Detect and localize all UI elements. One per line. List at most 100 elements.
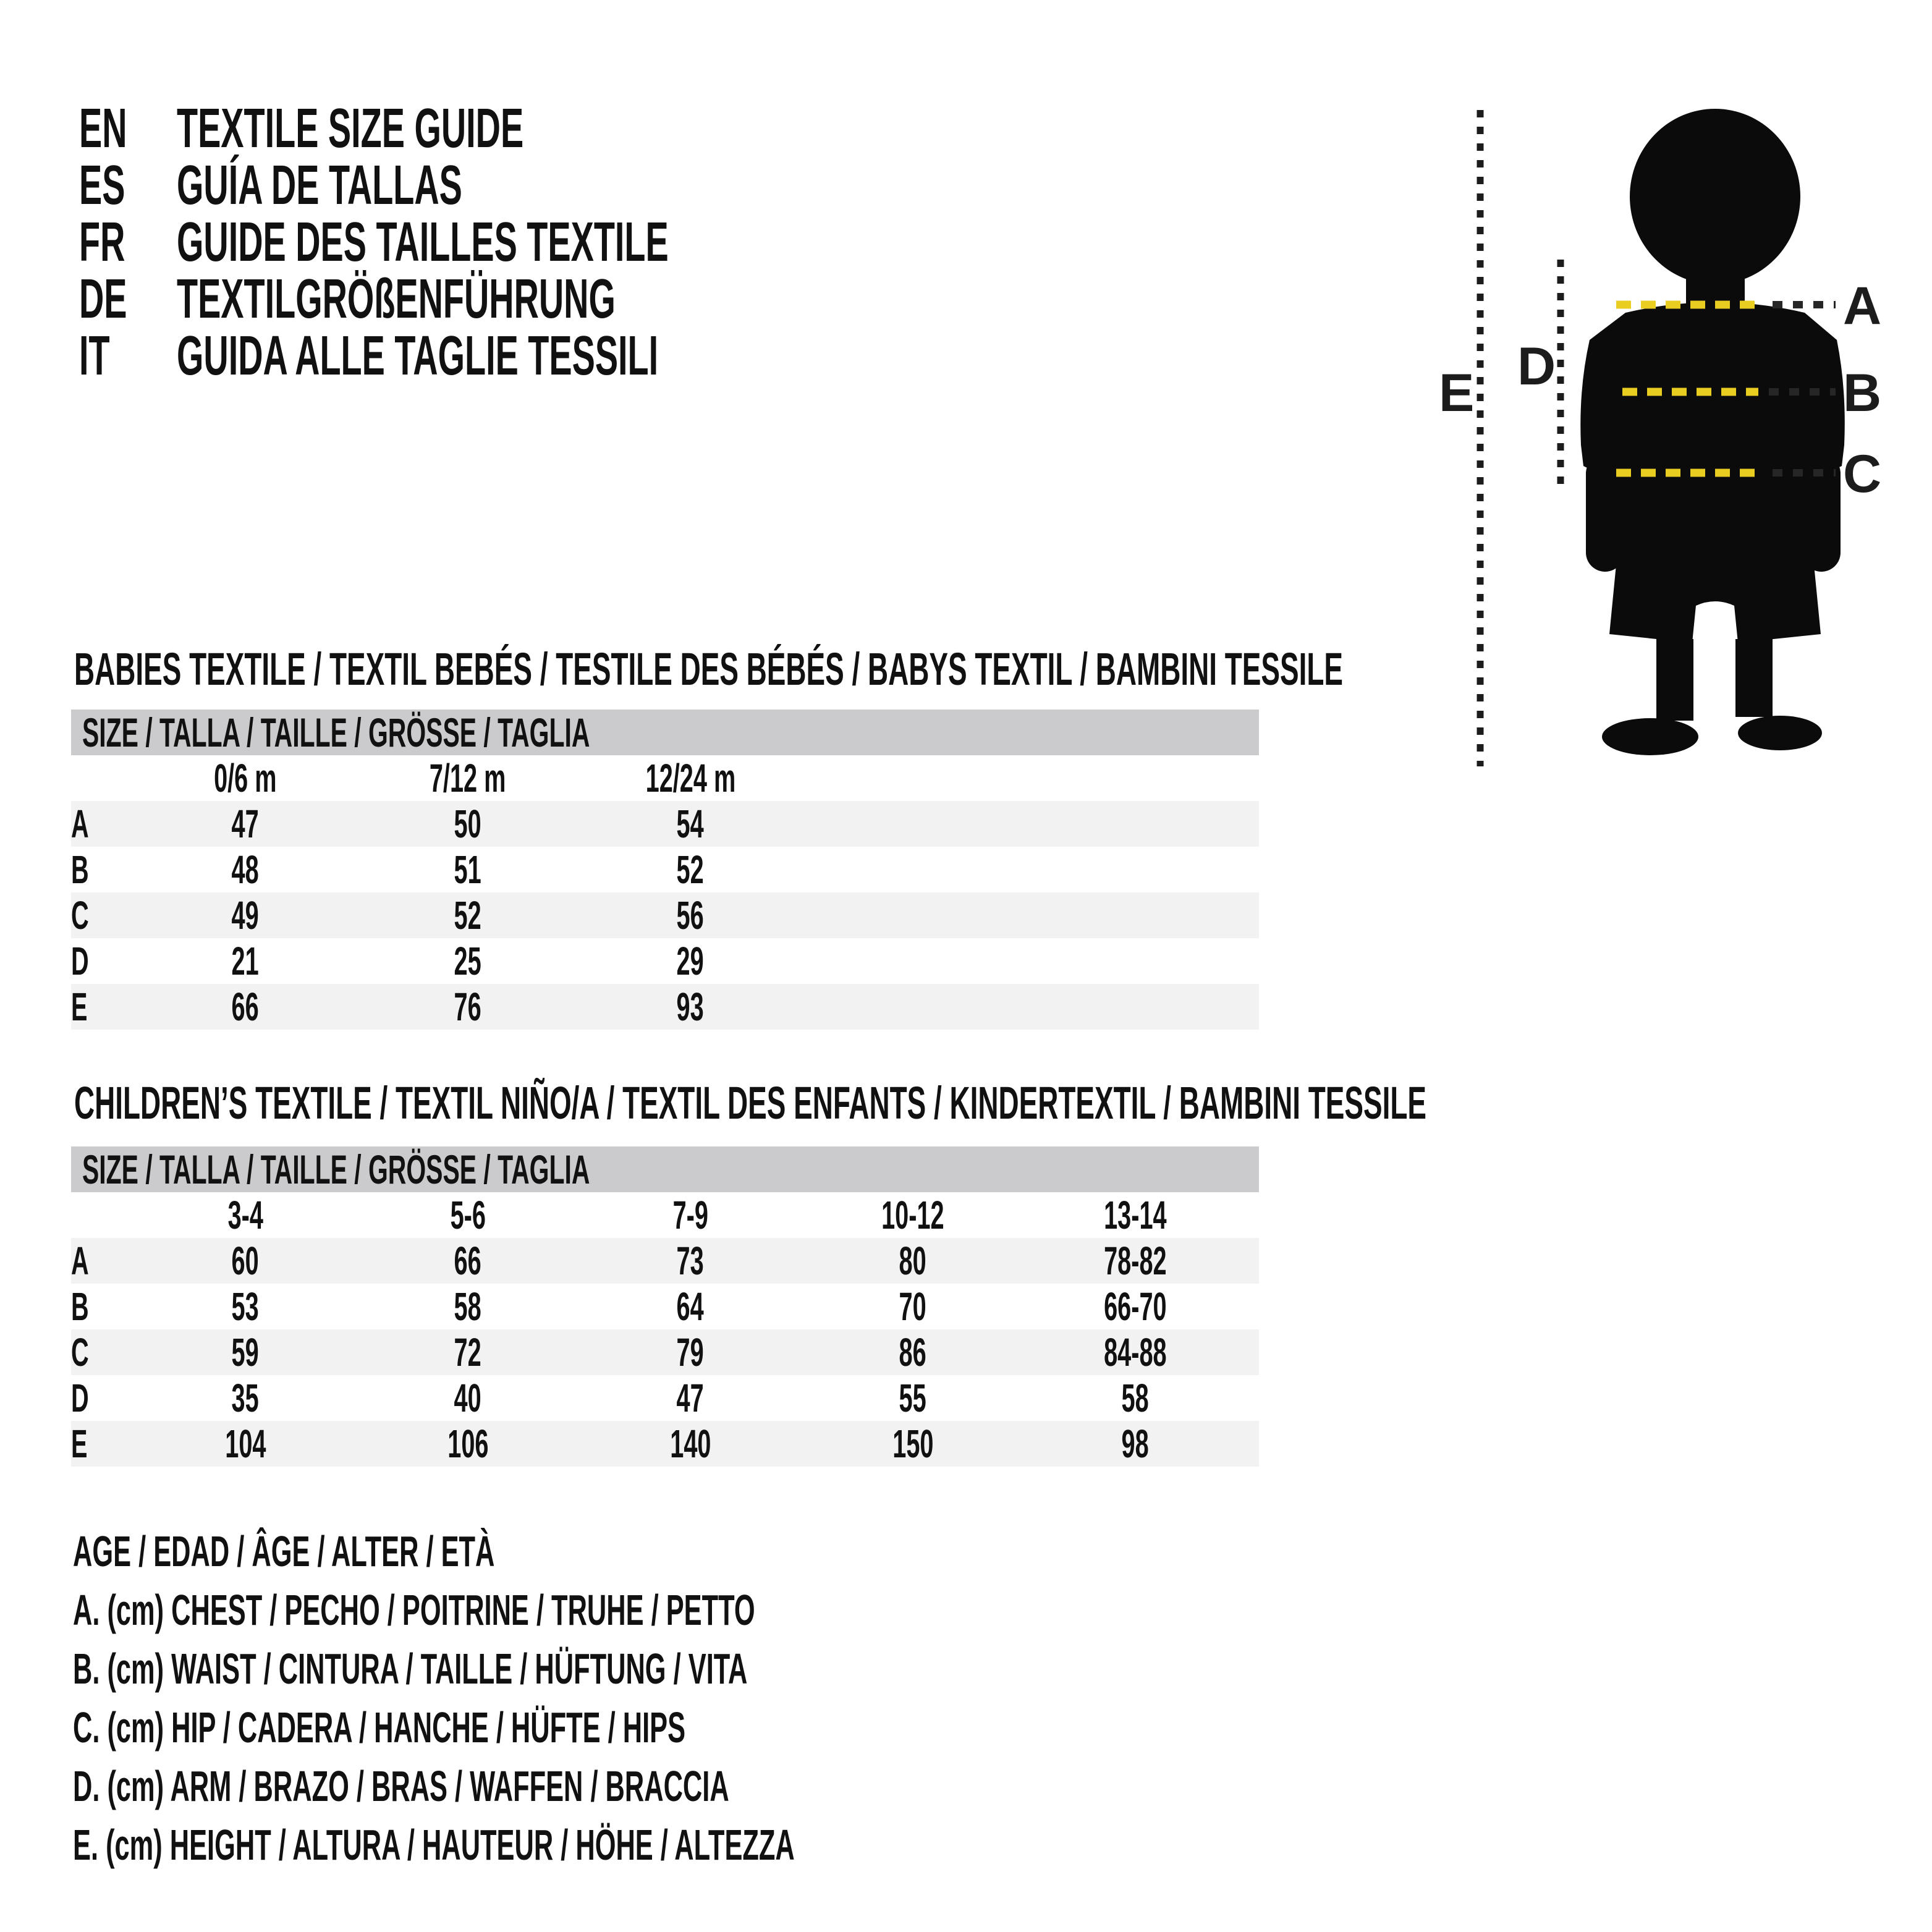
table-cell: 79 bbox=[676, 1330, 705, 1375]
table-cell: 25 bbox=[454, 939, 482, 983]
table-cell: 50 bbox=[454, 802, 482, 846]
babies-column-header-row: 0/6 m 7/12 m 12/24 m bbox=[71, 755, 1259, 801]
table-row: C 59 72 79 86 84-88 bbox=[71, 1329, 1259, 1375]
table-cell: 78-82 bbox=[1104, 1239, 1167, 1283]
row-label: C bbox=[71, 1330, 89, 1375]
table-cell: 84-88 bbox=[1104, 1330, 1167, 1375]
language-row-de: DE TEXTILGRÖßENFÜHRUNG bbox=[79, 271, 970, 328]
column-header: 13-14 bbox=[1104, 1193, 1167, 1237]
table-cell: 150 bbox=[892, 1421, 934, 1466]
marker-label-c: C bbox=[1843, 444, 1881, 504]
guide-title-de: TEXTILGRÖßENFÜHRUNG bbox=[177, 268, 616, 330]
table-row: B 48 51 52 bbox=[71, 847, 1259, 892]
table-cell: 29 bbox=[676, 939, 705, 983]
babies-section-title: BABIES TEXTILE / TEXTIL BEBÉS / TESTILE … bbox=[74, 643, 1343, 695]
table-row: D 21 25 29 bbox=[71, 938, 1259, 984]
children-column-header-row: 3-4 5-6 7-9 10-12 13-14 bbox=[71, 1192, 1259, 1238]
language-code: DE bbox=[79, 268, 127, 330]
language-code: IT bbox=[79, 325, 110, 387]
table-cell: 98 bbox=[1121, 1421, 1150, 1466]
legend-line-hip: C. (cm) HIP / CADERA / HANCHE / HÜFTE / … bbox=[73, 1703, 686, 1752]
row-label: B bbox=[71, 847, 89, 892]
table-cell: 76 bbox=[454, 985, 482, 1029]
row-label: E bbox=[71, 985, 88, 1029]
guide-title-it: GUIDA ALLE TAGLIE TESSILI bbox=[177, 325, 659, 387]
table-cell: 106 bbox=[447, 1421, 489, 1466]
legend-line-arm: D. (cm) ARM / BRAZO / BRAS / WAFFEN / BR… bbox=[73, 1761, 729, 1810]
guide-title-es: GUÍA DE TALLAS bbox=[177, 155, 462, 216]
table-row: A 60 66 73 80 78-82 bbox=[71, 1238, 1259, 1284]
measurement-legend: AGE / EDAD / ÂGE / ALTER / ETÀ A. (cm) C… bbox=[73, 1522, 1237, 1874]
language-row-es: ES GUÍA DE TALLAS bbox=[79, 157, 970, 214]
children-section-title: CHILDREN’S TEXTILE / TEXTIL NIÑO/A / TEX… bbox=[74, 1077, 1426, 1129]
table-cell: 73 bbox=[676, 1239, 705, 1283]
column-header: 10-12 bbox=[881, 1193, 944, 1237]
table-cell: 40 bbox=[454, 1376, 482, 1420]
table-cell: 58 bbox=[1121, 1376, 1150, 1420]
column-header: 7-9 bbox=[672, 1193, 708, 1237]
table-cell: 52 bbox=[454, 893, 482, 938]
table-cell: 93 bbox=[676, 985, 705, 1029]
table-cell: 59 bbox=[231, 1330, 260, 1375]
column-header: 12/24 m bbox=[645, 756, 735, 800]
measurement-figure: E D A B C bbox=[1439, 109, 1881, 766]
table-cell: 58 bbox=[454, 1284, 482, 1329]
table-cell: 21 bbox=[231, 939, 260, 983]
row-label: D bbox=[71, 939, 89, 983]
language-code: ES bbox=[79, 155, 125, 216]
table-cell: 66-70 bbox=[1104, 1284, 1167, 1329]
table-cell: 52 bbox=[676, 847, 705, 892]
table-row: B 53 58 64 70 66-70 bbox=[71, 1284, 1259, 1329]
column-header: 7/12 m bbox=[430, 756, 506, 800]
table-cell: 35 bbox=[231, 1376, 260, 1420]
table-cell: 86 bbox=[899, 1330, 927, 1375]
table-cell: 66 bbox=[231, 985, 260, 1029]
children-size-header-bar: SIZE / TALLA / TAILLE / GRÖSSE / TAGLIA bbox=[71, 1146, 1259, 1192]
marker-label-d: D bbox=[1517, 337, 1556, 396]
table-cell: 55 bbox=[899, 1376, 927, 1420]
legend-line-waist: B. (cm) WAIST / CINTURA / TAILLE / HÜFTU… bbox=[73, 1644, 748, 1693]
table-cell: 140 bbox=[669, 1421, 711, 1466]
table-row: E 104 106 140 150 98 bbox=[71, 1421, 1259, 1467]
children-size-table: 3-4 5-6 7-9 10-12 13-14 A 60 66 73 80 78… bbox=[71, 1192, 1259, 1467]
table-cell: 49 bbox=[231, 893, 260, 938]
table-cell: 104 bbox=[224, 1421, 266, 1466]
babies-size-table: 0/6 m 7/12 m 12/24 m A 47 50 54 B 48 51 … bbox=[71, 755, 1259, 1030]
table-cell: 56 bbox=[676, 893, 705, 938]
table-cell: 54 bbox=[676, 802, 705, 846]
row-label: D bbox=[71, 1376, 89, 1420]
column-header: 3-4 bbox=[227, 1193, 263, 1237]
row-label: B bbox=[71, 1284, 89, 1329]
row-label: E bbox=[71, 1421, 88, 1466]
guide-title-en: TEXTILE SIZE GUIDE bbox=[177, 98, 524, 159]
table-row: E 66 76 93 bbox=[71, 984, 1259, 1030]
table-cell: 47 bbox=[676, 1376, 705, 1420]
legend-line-height: E. (cm) HEIGHT / ALTURA / HAUTEUR / HÖHE… bbox=[73, 1820, 795, 1869]
child-silhouette-icon bbox=[1580, 109, 1845, 755]
table-cell: 53 bbox=[231, 1284, 260, 1329]
marker-label-a: A bbox=[1843, 276, 1881, 336]
marker-label-b: B bbox=[1843, 363, 1881, 423]
table-cell: 80 bbox=[899, 1239, 927, 1283]
table-cell: 64 bbox=[676, 1284, 705, 1329]
language-title-list: EN TEXTILE SIZE GUIDE ES GUÍA DE TALLAS … bbox=[79, 100, 970, 384]
table-cell: 48 bbox=[231, 847, 260, 892]
table-cell: 70 bbox=[899, 1284, 927, 1329]
table-row: D 35 40 47 55 58 bbox=[71, 1375, 1259, 1421]
table-cell: 47 bbox=[231, 802, 260, 846]
language-row-fr: FR GUIDE DES TAILLES TEXTILE bbox=[79, 214, 970, 271]
table-cell: 51 bbox=[454, 847, 482, 892]
language-code: FR bbox=[79, 211, 125, 273]
babies-size-header-bar: SIZE / TALLA / TAILLE / GRÖSSE / TAGLIA bbox=[71, 710, 1259, 755]
legend-line-chest: A. (cm) CHEST / PECHO / POITRINE / TRUHE… bbox=[73, 1585, 755, 1634]
row-label: C bbox=[71, 893, 89, 938]
language-code: EN bbox=[79, 98, 127, 159]
table-cell: 72 bbox=[454, 1330, 482, 1375]
legend-line-age: AGE / EDAD / ÂGE / ALTER / ETÀ bbox=[73, 1527, 495, 1575]
guide-title-fr: GUIDE DES TAILLES TEXTILE bbox=[177, 211, 669, 273]
language-row-en: EN TEXTILE SIZE GUIDE bbox=[79, 100, 970, 157]
language-row-it: IT GUIDA ALLE TAGLIE TESSILI bbox=[79, 328, 970, 384]
table-cell: 66 bbox=[454, 1239, 482, 1283]
table-row: C 49 52 56 bbox=[71, 892, 1259, 938]
